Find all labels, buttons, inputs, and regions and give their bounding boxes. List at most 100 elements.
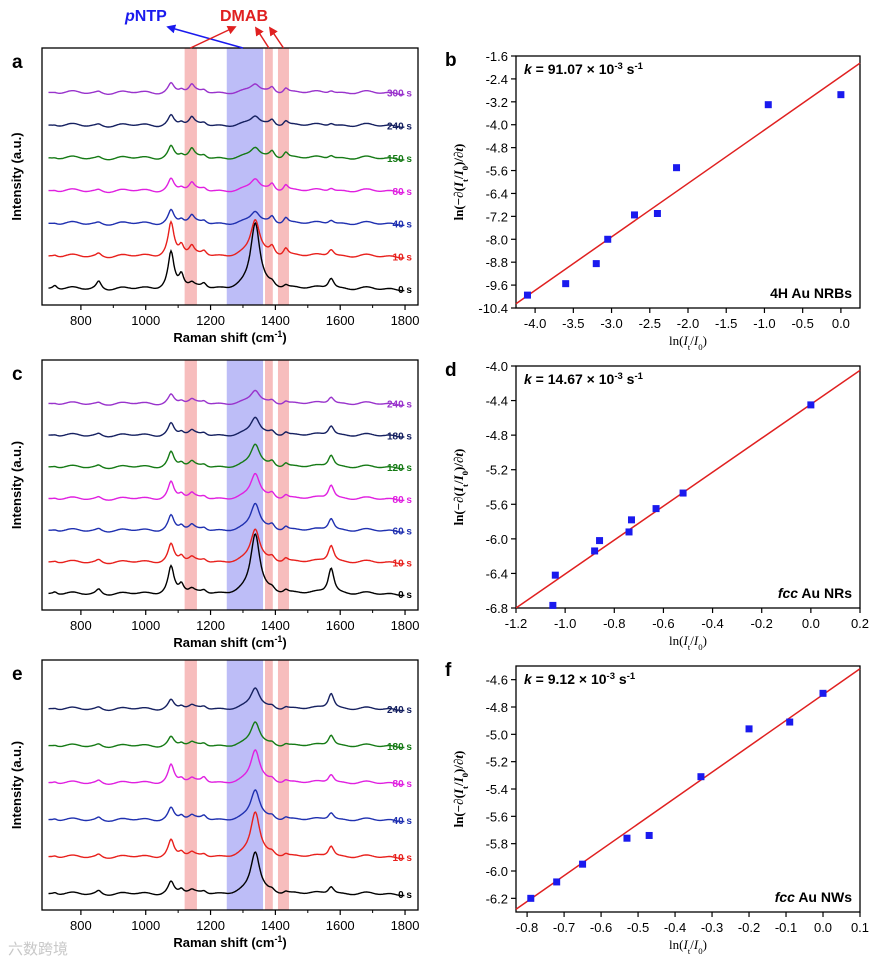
data-point xyxy=(625,528,633,536)
data-point xyxy=(549,601,557,609)
spectra-panel-a: 0 s 10 s 40 s 80 s 150 s 240 s 300 s 800 1000 120… xyxy=(9,47,419,345)
data-point xyxy=(679,489,687,497)
plot-frame xyxy=(515,365,861,609)
x-tick-label: -0.6 xyxy=(652,616,674,631)
x-tick-label: -2.5 xyxy=(639,316,661,331)
x-tick-label: -0.5 xyxy=(627,920,649,935)
x-tick-label: 800 xyxy=(70,313,92,328)
data-point xyxy=(653,210,661,217)
spectrum-line-80s xyxy=(48,177,405,194)
x-tick-label: -1.0 xyxy=(753,316,775,331)
band-0 xyxy=(184,360,197,610)
series-label: 120 s xyxy=(387,463,412,474)
x-tick-label: -4.0 xyxy=(524,316,546,331)
spectrum-line-40s xyxy=(48,208,405,227)
data-point xyxy=(652,505,660,513)
x-tick-label: 1400 xyxy=(261,618,290,633)
dmab-arrow xyxy=(190,25,237,49)
data-point xyxy=(697,773,705,781)
data-point xyxy=(523,291,531,299)
data-point xyxy=(623,834,631,842)
x-tick-label: -0.7 xyxy=(553,920,575,935)
data-point xyxy=(553,878,561,886)
y-axis-label-text: ln(−∂(It/I0)/∂t) xyxy=(451,449,470,526)
x-tick-label: -0.4 xyxy=(701,616,723,631)
x-tick-label: 1000 xyxy=(131,313,160,328)
data-point xyxy=(837,91,845,99)
panel-letter: a xyxy=(12,52,23,73)
x-tick-label: -0.8 xyxy=(603,616,625,631)
x-axis-label: Raman shift (cm-1) xyxy=(173,329,286,345)
y-tick-label: -5.6 xyxy=(486,164,508,179)
dmab-arrow xyxy=(255,26,270,49)
x-tick-label: 1600 xyxy=(326,313,355,328)
y-tick-label: -4.8 xyxy=(486,141,508,156)
x-tick-label: -0.8 xyxy=(516,920,538,935)
data-point xyxy=(786,718,794,726)
x-tick-label: 1200 xyxy=(196,918,225,933)
band-3 xyxy=(277,360,289,610)
series-label: 80 s xyxy=(393,495,413,506)
data-point xyxy=(764,101,772,109)
series-label: 40 s xyxy=(393,220,413,231)
spectrum-line-240s xyxy=(48,389,405,407)
series-label: 0 s xyxy=(398,590,412,601)
x-tick-label: -0.5 xyxy=(791,316,813,331)
x-tick-label: -0.2 xyxy=(738,920,760,935)
spectrum-line-60s xyxy=(48,502,405,533)
data-point xyxy=(807,401,815,409)
data-point xyxy=(592,260,600,268)
y-tick-label: -6.8 xyxy=(486,601,508,616)
rate-constant: k = 14.67 × 10-3 s-1 xyxy=(524,371,644,388)
data-point xyxy=(579,860,587,868)
spectrum-line-120s xyxy=(48,443,405,470)
x-tick-label: 1000 xyxy=(131,618,160,633)
spectrum-line-80s xyxy=(48,749,405,786)
x-tick-label: 1800 xyxy=(391,918,420,933)
y-tick-label: -8.8 xyxy=(486,255,508,270)
series-label: 0 s xyxy=(398,890,412,901)
band-1 xyxy=(226,660,264,910)
spectrum-line-40s xyxy=(48,789,405,823)
x-axis-label: Raman shift (cm-1) xyxy=(173,634,286,650)
y-axis-label: Intensity (a.u.) xyxy=(9,132,24,220)
data-point xyxy=(645,831,653,839)
data-point xyxy=(604,235,612,243)
series-label: 0 s xyxy=(398,285,412,296)
dmab-label: DMAB xyxy=(220,8,268,25)
y-tick-label: -6.4 xyxy=(486,186,508,201)
pntp-label: pNTP xyxy=(124,8,167,25)
series-label: 240 s xyxy=(387,121,412,132)
x-tick-label: 1400 xyxy=(261,313,290,328)
band-1 xyxy=(226,360,264,610)
panel-letter: b xyxy=(445,50,457,71)
y-tick-label: -4.8 xyxy=(486,428,508,443)
x-tick-label: 1800 xyxy=(391,618,420,633)
y-axis-label: ln(−∂(It/I0)/∂t) xyxy=(451,449,470,526)
x-tick-label: 0.2 xyxy=(851,616,869,631)
x-tick-label: -0.3 xyxy=(701,920,723,935)
data-point xyxy=(591,547,599,555)
rate-constant: k = 91.07 × 10-3 s-1 xyxy=(524,61,644,78)
spectrum-line-0s xyxy=(48,533,405,597)
data-point xyxy=(673,164,681,172)
y-tick-label: -4.6 xyxy=(486,673,508,688)
x-tick-label: 1600 xyxy=(326,618,355,633)
series-label: 150 s xyxy=(387,154,412,165)
spectrum-line-80s xyxy=(48,472,405,502)
plot-frame xyxy=(515,55,861,309)
x-tick-label: -0.6 xyxy=(590,920,612,935)
kinetics-panel-b: -4.0 -3.5 -3.0 -2.5 -2.0 -1.5 -1.0 -0.5 0.0 -10.4… xyxy=(445,49,861,352)
y-axis-label: Intensity (a.u.) xyxy=(9,441,24,529)
y-axis-label-text: ln(−∂(It/I0)/∂t) xyxy=(451,751,470,828)
plot-frame xyxy=(41,659,419,911)
y-tick-label: -5.0 xyxy=(486,727,508,742)
y-tick-label: -6.4 xyxy=(486,566,508,581)
band-0 xyxy=(184,48,197,305)
spectra-panel-e: 0 s 10 s 40 s 80 s 180 s 240 s 800 1000 1200 1400… xyxy=(9,659,420,950)
y-tick-label: -5.2 xyxy=(486,463,508,478)
x-tick-label: 0.0 xyxy=(814,920,832,935)
plot-frame xyxy=(41,47,419,306)
y-tick-label: -4.0 xyxy=(486,359,508,374)
series-label: 40 s xyxy=(393,816,413,827)
